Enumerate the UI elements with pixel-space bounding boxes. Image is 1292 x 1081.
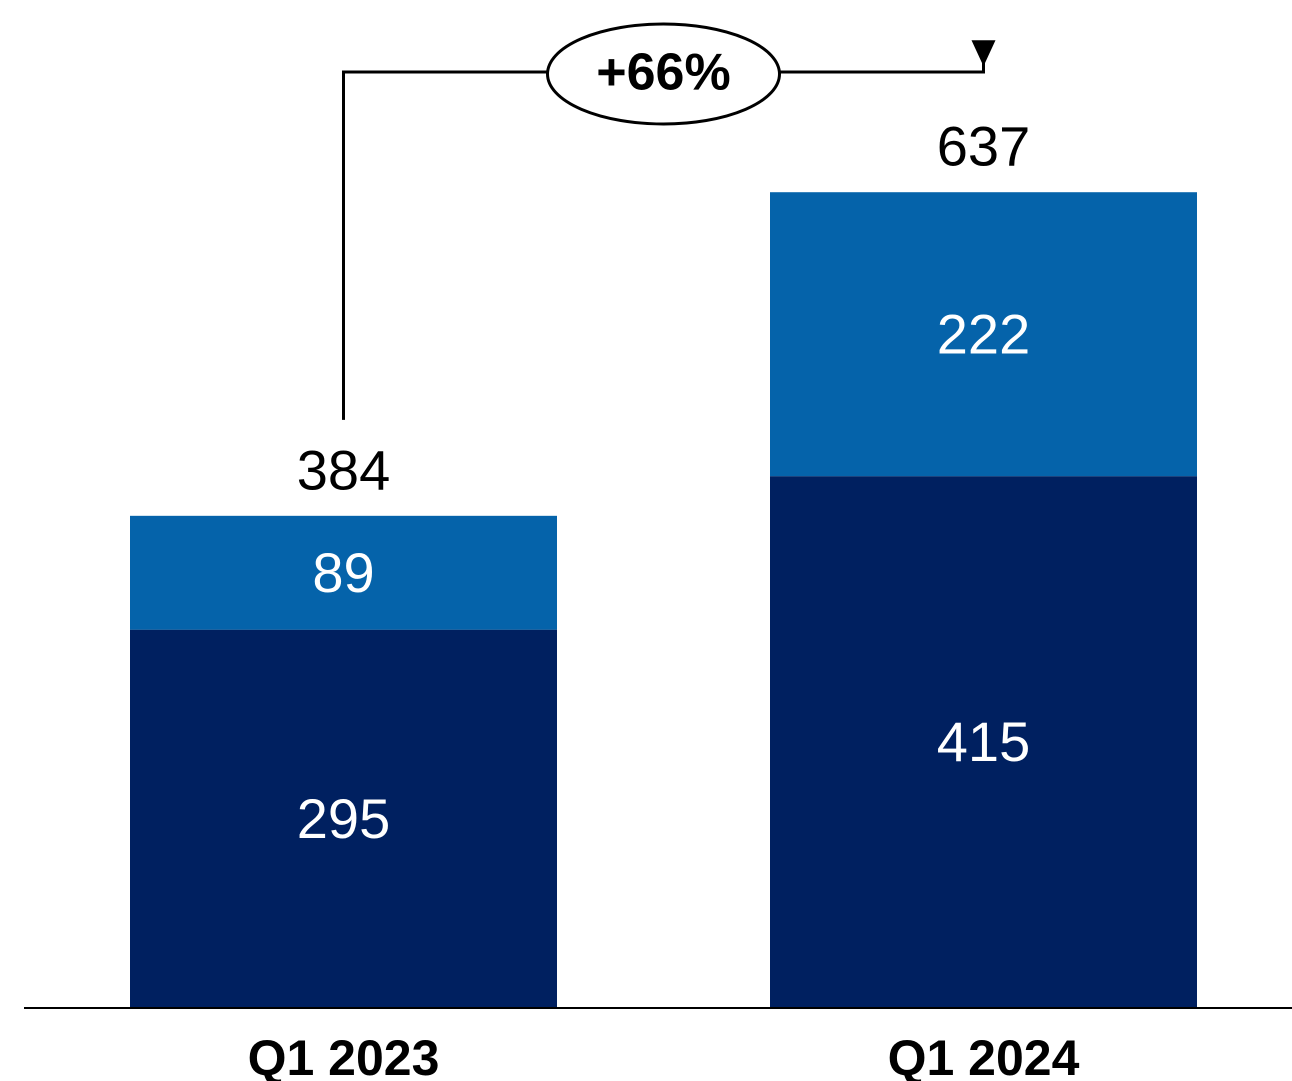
segment-value-label: 295 [297, 787, 390, 850]
growth-label: +66% [596, 44, 730, 102]
segment-value-label: 415 [937, 710, 1030, 773]
segment-value-label: 222 [937, 303, 1030, 366]
segment-value-label: 89 [312, 541, 374, 604]
bar-base-segment-1 [130, 629, 557, 1007]
growth-arrowhead [971, 40, 996, 67]
x-axis-category-label: Q1 2023 [248, 1030, 440, 1081]
x-axis-category-label: Q1 2024 [888, 1030, 1080, 1081]
bar-base-segment-2 [770, 476, 1197, 1007]
bar-top-segment-2 [770, 192, 1197, 477]
labels-layer: 295 89 384 Q1 2023 415 222 637 Q1 2024 [248, 115, 1080, 1081]
bars-layer [130, 192, 1197, 1007]
total-value-label: 384 [297, 438, 390, 501]
growth-annotation: +66% [342, 22, 996, 420]
growth-bubble [546, 22, 781, 126]
total-value-label: 637 [937, 115, 1030, 178]
bar-top-segment-1 [130, 515, 557, 630]
